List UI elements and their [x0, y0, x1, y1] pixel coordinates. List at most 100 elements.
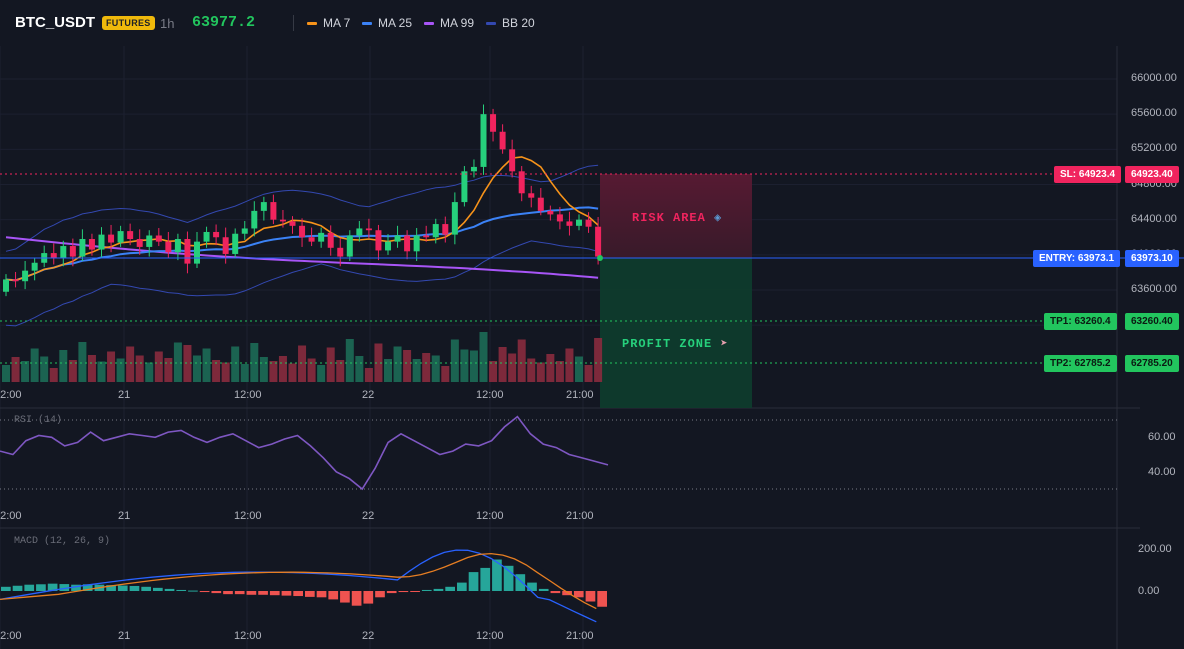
legend-ma25[interactable]: MA 25: [362, 16, 412, 30]
time-axis-label: 12:00: [234, 389, 262, 401]
legend-bb20[interactable]: BB 20: [486, 16, 535, 30]
macd-hist-bar: [269, 591, 280, 596]
candle-body: [136, 239, 143, 247]
candle-body: [423, 235, 430, 238]
candle-body: [547, 210, 554, 215]
sl-tag[interactable]: SL: 64923.4: [1054, 166, 1122, 183]
volume-bar: [498, 347, 507, 382]
ma25-swatch: [362, 21, 372, 25]
tp1-price-tag: 63260.40: [1125, 313, 1179, 330]
time-axis-label: 12:00: [0, 630, 22, 642]
volume-bar: [164, 358, 173, 382]
time-axis-label: 22: [362, 389, 375, 401]
macd-hist-bar: [59, 584, 70, 591]
candle-body: [251, 210, 258, 229]
macd-hist-bar: [223, 591, 233, 595]
legend-ma7[interactable]: MA 7: [307, 16, 350, 30]
volume-bar: [364, 368, 373, 382]
tp2-tag[interactable]: TP2: 62785.2: [1044, 355, 1117, 372]
macd-hist-bar: [585, 591, 596, 602]
candle-body: [22, 270, 29, 282]
volume-bar: [575, 356, 583, 382]
candle-body: [50, 253, 57, 259]
macd-hist-bar: [398, 591, 409, 593]
volume-bar: [154, 351, 163, 382]
macd-hist-bar: [410, 591, 420, 592]
candle-body: [470, 166, 477, 172]
macd-hist-bar: [176, 589, 187, 591]
candle-body: [595, 226, 602, 257]
volume-bar: [21, 361, 30, 382]
macd-hist-bar: [538, 588, 549, 591]
bb-lower: [5, 240, 599, 327]
candle-body: [556, 214, 563, 222]
volume-bar: [317, 365, 326, 382]
candle-body: [356, 228, 363, 236]
macd-hist-bar: [351, 591, 362, 606]
macd-hist-bar: [1, 586, 11, 591]
volume-bar: [97, 361, 106, 382]
volume-bar: [584, 365, 593, 382]
candle-body: [308, 237, 315, 242]
time-axis-label: 12:00: [0, 510, 22, 522]
macd-hist-bar: [199, 591, 210, 593]
grid-lines: [0, 46, 1117, 649]
volume-bar: [221, 362, 230, 382]
macd-hist-bar: [188, 590, 198, 592]
macd-label: MACD (12, 26, 9): [14, 536, 111, 547]
profit-zone: [600, 258, 752, 408]
macd-hist-bar: [211, 591, 222, 594]
rsi-line: [0, 415, 609, 491]
candle-body: [299, 225, 306, 238]
entry-price-tag: 63973.10: [1125, 250, 1179, 267]
macd-hist-bar: [164, 588, 175, 591]
chart-header: BTC_USDT FUTURES 1h 63977.2 MA 7 MA 25 M…: [0, 0, 1184, 46]
candle-body: [385, 241, 391, 251]
legend-ma99[interactable]: MA 99: [424, 16, 474, 30]
entry-tag[interactable]: ENTRY: 63973.1: [1033, 250, 1121, 267]
candle-body: [69, 246, 76, 257]
candle-body: [232, 233, 239, 254]
volume-bar: [527, 358, 536, 382]
candle-body: [165, 241, 172, 253]
volume-bar: [594, 338, 603, 382]
volume-bar: [135, 355, 144, 382]
tp1-tag[interactable]: TP1: 63260.4: [1044, 313, 1117, 330]
candle-body: [346, 235, 353, 257]
volume-bar: [508, 353, 517, 382]
candle-body: [241, 228, 248, 234]
ma99-swatch: [424, 21, 434, 25]
time-axis-label: 21:00: [566, 510, 594, 522]
macd-hist-bar: [328, 591, 339, 600]
volume-bar: [441, 366, 450, 382]
macd-hist-bar: [141, 586, 151, 591]
volume-bar: [288, 363, 297, 382]
volume-bar: [278, 356, 287, 382]
macd-hist-bar: [457, 582, 467, 591]
candle-body: [88, 239, 95, 250]
time-axis-label: 21:00: [566, 389, 594, 401]
volume-bar: [59, 350, 68, 382]
candle-body: [60, 246, 67, 259]
bb20-swatch: [486, 21, 496, 25]
timeframe-label[interactable]: 1h: [160, 16, 175, 31]
time-axis-label: 22: [362, 630, 375, 642]
macd-hist-bar: [468, 572, 479, 591]
candle-body: [432, 224, 439, 238]
candle-body: [337, 247, 344, 257]
volume-bar: [11, 357, 20, 382]
macd-hist-bar: [445, 586, 455, 591]
candle-body: [279, 219, 286, 222]
volume-bar: [565, 348, 574, 382]
volume-bar: [555, 361, 564, 382]
volume-bar: [326, 347, 335, 382]
volume-bar: [145, 362, 154, 382]
symbol-label[interactable]: BTC_USDT: [15, 14, 96, 31]
candle-body: [31, 262, 38, 271]
volume-bar: [298, 345, 307, 382]
volume-bar: [116, 358, 125, 382]
time-axis-label: 21:00: [566, 630, 594, 642]
volume-bar: [355, 356, 364, 382]
time-axis-label: 12:00: [476, 510, 504, 522]
